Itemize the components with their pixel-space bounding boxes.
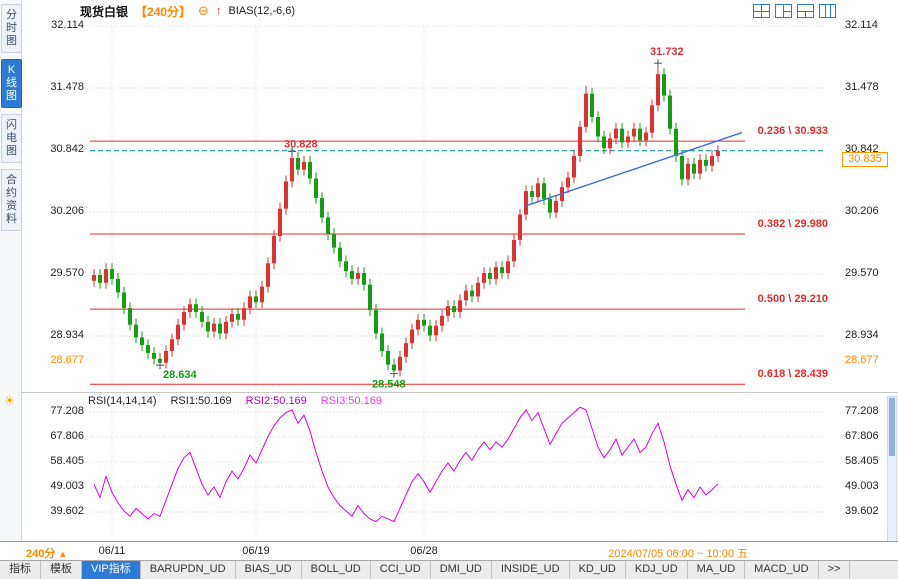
sidebar-tab-flash-chart[interactable]: 闪电图: [1, 114, 22, 163]
rsi-axis-label-right: 39.602: [845, 505, 879, 517]
price-axis-label-left: 31.478: [50, 81, 84, 93]
price-annotation: 28.634: [163, 369, 198, 381]
price-axis-label-left: 29.570: [50, 267, 84, 279]
date-label: 06/19: [242, 545, 270, 557]
indicator-sun-icon[interactable]: ☀: [4, 393, 16, 408]
rsi-indicator-chart[interactable]: [90, 406, 823, 540]
rsi-axis-label-right: 67.806: [845, 430, 879, 442]
price-axis-label-right: 28.934: [845, 329, 879, 341]
rsi1-value: RSI1:50.169: [170, 395, 232, 407]
period-selector[interactable]: 240分 ▲: [26, 545, 67, 561]
fib-level-label: 0.236 \ 30.933: [757, 125, 828, 138]
current-price-tag: 30.835: [842, 151, 888, 167]
toolbar-tab-4[interactable]: BARUPDN_UD: [141, 561, 236, 579]
toolbar-tab-8[interactable]: DMI_UD: [431, 561, 492, 579]
price-annotation: 30.828: [284, 138, 318, 150]
price-annotation: 31.732: [650, 46, 684, 58]
time-axis: 240分 ▲ 2024/07/05 06:00 ~ 10:00 五 06/11 0…: [0, 541, 898, 560]
fib-level-label: 0.500 \ 29.210: [757, 293, 828, 306]
price-axis-label-left: 30.842: [50, 143, 84, 155]
chart-header: 现货白银 【240分】 ⊖ ↑ BIAS(12,-6,6): [22, 0, 898, 22]
toolbar-tab-12[interactable]: MA_UD: [688, 561, 746, 579]
rsi-axis-label-right: 58.405: [845, 455, 879, 467]
price-axis-label-left: 32.114: [51, 19, 84, 31]
price-axis-label-right: 29.570: [845, 267, 879, 279]
rsi-line: [93, 406, 719, 523]
layout-switcher: [753, 4, 836, 18]
bias-arrow-icon: ↑: [215, 5, 222, 17]
price-axis-label-left: 30.206: [50, 205, 84, 217]
rsi2-value: RSI2:50.169: [245, 395, 307, 407]
main-candlestick-chart[interactable]: 31.732 30.828 28.634 28.548: [90, 25, 823, 391]
toolbar-tab-14[interactable]: >>: [819, 561, 851, 579]
fib-level-label: 0.618 \ 28.439: [757, 368, 828, 381]
indicator-scrollbar[interactable]: [887, 396, 897, 544]
panel-divider: [22, 392, 898, 393]
session-low-label-left: 28.677: [50, 354, 84, 366]
toolbar-tab-6[interactable]: BOLL_UD: [302, 561, 371, 579]
price-axis-label-right: 31.478: [845, 81, 879, 93]
toolbar-tab-1[interactable]: 指标: [0, 561, 41, 579]
overlay-remove-icon[interactable]: ⊖: [198, 3, 209, 18]
date-label: 06/28: [410, 545, 438, 557]
sidebar-tab-contract-info[interactable]: 合约资料: [1, 169, 22, 231]
overlay-indicator-label: BIAS(12,-6,6): [228, 5, 296, 17]
layout-columns-icon[interactable]: [819, 4, 836, 18]
current-session-label: 2024/07/05 06:00 ~ 10:00 五: [608, 548, 748, 560]
date-label: 06/11: [98, 545, 126, 557]
price-axis-label-right: 32.114: [845, 19, 878, 31]
rsi-axis-label-left: 77.208: [50, 405, 84, 417]
rsi-axis-label-right: 77.208: [845, 405, 879, 417]
rsi-axis-label-right: 49.003: [845, 480, 879, 492]
toolbar-tab-13[interactable]: MACD_UD: [745, 561, 819, 579]
fib-level-label: 0.382 \ 29.980: [757, 218, 828, 230]
triangle-up-icon: ▲: [58, 549, 68, 559]
period-text: 240分: [26, 548, 56, 560]
trend-line: [525, 131, 743, 207]
toolbar-tab-2[interactable]: 模板: [41, 561, 82, 579]
symbol-name: 现货白银: [80, 4, 129, 19]
rsi-axis-label-left: 39.602: [50, 505, 84, 517]
price-axis-label-left: 28.934: [50, 329, 84, 341]
rsi-axis-label-left: 67.806: [50, 430, 84, 442]
rsi3-value: RSI3:50.169: [320, 395, 382, 407]
period-label: 【240分】: [135, 4, 192, 19]
bottom-toolbar: 指标 模板 VIP指标 BARUPDN_UD BIAS_UD BOLL_UD CCI_UD D…: [0, 560, 898, 579]
toolbar-tab-10[interactable]: KD_UD: [570, 561, 626, 579]
layout-split-bottom-icon[interactable]: [797, 4, 814, 18]
price-axis-label-right: 30.206: [845, 205, 879, 217]
scrollbar-thumb[interactable]: [889, 398, 895, 456]
rsi-axis-label-left: 49.003: [50, 480, 84, 492]
toolbar-tab-7[interactable]: CCI_UD: [371, 561, 431, 579]
layout-quad-icon[interactable]: [753, 4, 770, 18]
toolbar-tab-3[interactable]: VIP指标: [82, 561, 141, 579]
rsi-axis-label-left: 58.405: [50, 455, 84, 467]
layout-main-sub-icon[interactable]: [775, 4, 792, 18]
toolbar-tab-5[interactable]: BIAS_UD: [236, 561, 302, 579]
price-annotation: 28.548: [372, 379, 406, 391]
toolbar-tab-11[interactable]: KDJ_UD: [626, 561, 688, 579]
price-axis-label-right: 30.842: [845, 143, 879, 155]
toolbar-tab-9[interactable]: INSIDE_UD: [492, 561, 570, 579]
rsi-title: RSI(14,14,14): [88, 395, 157, 407]
session-low-label-right: 28.677: [845, 354, 879, 366]
sidebar-tab-timeshare-chart[interactable]: 分时图: [1, 4, 22, 53]
rsi-header: RSI(14,14,14) RSI1:50.169 RSI2:50.169 RS…: [88, 394, 382, 408]
